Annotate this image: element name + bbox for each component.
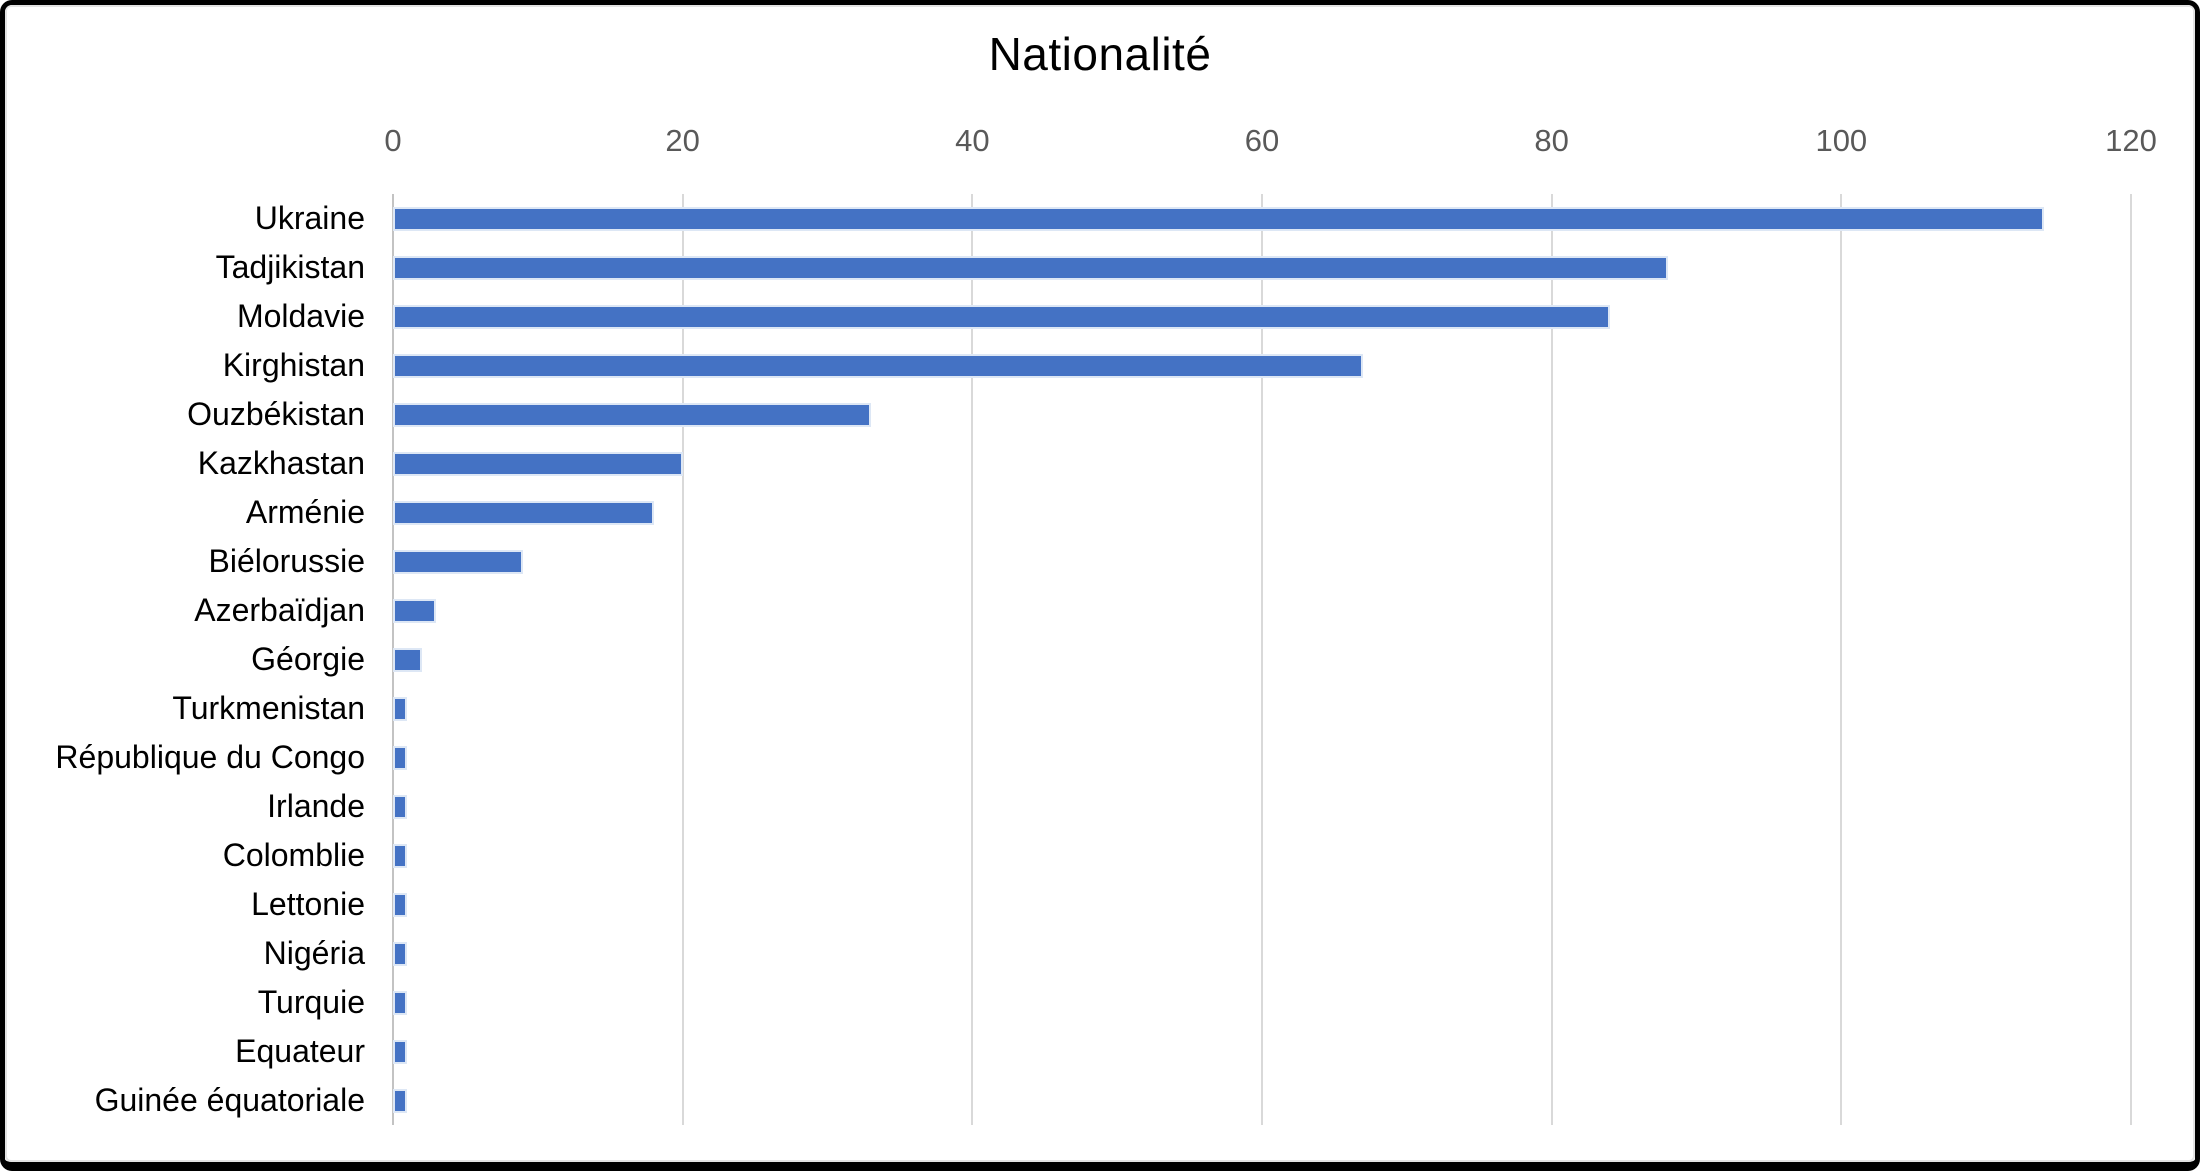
- gridline: [1840, 194, 1843, 1125]
- category-label: Kirghistan: [222, 347, 365, 383]
- bar: [393, 1088, 408, 1113]
- x-axis-tick-label: 60: [1244, 123, 1280, 158]
- category-label: Irlande: [267, 788, 365, 824]
- bar: [393, 647, 422, 672]
- category-label: Arménie: [245, 494, 365, 530]
- x-axis-tick-label: 100: [1815, 123, 1868, 158]
- bar: [393, 451, 683, 476]
- bar: [393, 1039, 408, 1064]
- bar: [393, 696, 408, 721]
- bar: [393, 745, 408, 770]
- category-label: Géorgie: [251, 641, 365, 677]
- gridline: [1261, 194, 1263, 1125]
- bar: [393, 843, 408, 868]
- gridline: [2130, 194, 2132, 1125]
- bar: [393, 255, 1668, 280]
- bar: [393, 402, 871, 427]
- bar: [393, 549, 524, 574]
- x-axis-tick-label: 20: [665, 123, 700, 158]
- category-label: Moldavie: [236, 298, 365, 334]
- category-label: République du Congo: [55, 739, 365, 775]
- plot-area: [392, 194, 2132, 1125]
- bar: [393, 892, 408, 917]
- category-label: Azerbaïdjan: [194, 592, 365, 628]
- bar: [393, 500, 654, 525]
- category-label: Tadjikistan: [215, 249, 365, 285]
- category-label: Ukraine: [254, 200, 365, 236]
- gridline: [681, 194, 684, 1125]
- bar: [393, 206, 2045, 231]
- x-axis-tick-label: 40: [955, 123, 990, 158]
- bar: [393, 304, 1610, 329]
- gridline: [1550, 194, 1553, 1125]
- bar: [393, 353, 1364, 378]
- category-label: Kazkhastan: [197, 445, 365, 481]
- bar: [393, 990, 408, 1015]
- category-label: Ouzbékistan: [187, 396, 365, 432]
- category-label: Lettonie: [251, 886, 365, 922]
- bar: [393, 941, 408, 966]
- category-label: Equateur: [235, 1033, 365, 1069]
- chart-title: Nationalité: [988, 28, 1212, 80]
- x-axis-tick-label: 120: [2105, 123, 2157, 158]
- category-label: Nigéria: [263, 935, 365, 971]
- x-axis-tick-label: 0: [384, 123, 402, 158]
- x-axis-tick-label: 80: [1534, 123, 1569, 158]
- bar: [393, 794, 408, 819]
- category-label: Biélorussie: [208, 543, 365, 579]
- category-label: Turquie: [257, 984, 365, 1020]
- category-label: Turkmenistan: [172, 690, 365, 726]
- gridline: [971, 194, 974, 1125]
- category-label: Colomblie: [222, 837, 365, 873]
- category-label: Guinée équatoriale: [94, 1082, 365, 1118]
- bar: [393, 598, 437, 623]
